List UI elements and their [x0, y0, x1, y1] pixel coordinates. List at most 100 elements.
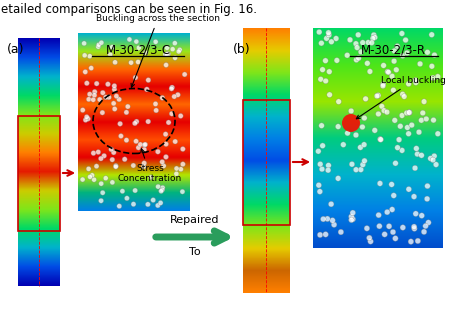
Circle shape: [389, 182, 394, 187]
Circle shape: [173, 139, 178, 144]
Circle shape: [91, 151, 96, 156]
Circle shape: [94, 81, 99, 86]
Circle shape: [323, 232, 328, 237]
Circle shape: [141, 164, 146, 169]
Circle shape: [163, 52, 168, 57]
Circle shape: [377, 181, 383, 186]
Circle shape: [80, 108, 85, 113]
Circle shape: [416, 129, 422, 135]
Circle shape: [411, 194, 417, 199]
Circle shape: [412, 165, 418, 171]
Circle shape: [132, 121, 137, 126]
Circle shape: [430, 75, 436, 81]
Circle shape: [399, 113, 405, 118]
Circle shape: [405, 125, 410, 130]
Circle shape: [421, 99, 427, 104]
Circle shape: [381, 63, 386, 68]
Circle shape: [153, 39, 158, 44]
Circle shape: [367, 69, 373, 74]
Circle shape: [175, 92, 181, 97]
Circle shape: [146, 78, 151, 83]
Circle shape: [163, 132, 168, 137]
Circle shape: [128, 60, 134, 65]
Circle shape: [146, 119, 151, 124]
Circle shape: [101, 153, 107, 158]
Circle shape: [413, 77, 418, 83]
Circle shape: [91, 97, 96, 102]
Circle shape: [363, 96, 368, 102]
Circle shape: [369, 40, 374, 45]
Circle shape: [173, 55, 178, 60]
Circle shape: [122, 157, 127, 162]
Circle shape: [170, 47, 175, 52]
Circle shape: [164, 63, 169, 67]
Circle shape: [360, 40, 365, 45]
Circle shape: [431, 153, 437, 159]
Circle shape: [356, 55, 361, 61]
Circle shape: [424, 196, 430, 202]
Circle shape: [429, 63, 435, 69]
Circle shape: [333, 36, 339, 41]
Circle shape: [421, 229, 427, 234]
Circle shape: [392, 236, 398, 241]
Circle shape: [420, 110, 426, 116]
Circle shape: [431, 117, 436, 123]
Circle shape: [86, 97, 91, 102]
Circle shape: [155, 203, 160, 208]
Circle shape: [403, 37, 409, 43]
Circle shape: [127, 37, 132, 42]
Circle shape: [91, 177, 97, 182]
Circle shape: [181, 162, 185, 167]
Circle shape: [435, 131, 441, 137]
Circle shape: [353, 132, 359, 138]
Circle shape: [401, 94, 407, 99]
Text: To: To: [189, 247, 201, 257]
Circle shape: [392, 48, 397, 54]
Circle shape: [342, 114, 360, 132]
Circle shape: [366, 235, 372, 241]
Circle shape: [96, 44, 101, 49]
Circle shape: [134, 39, 139, 44]
Circle shape: [376, 212, 382, 218]
Circle shape: [386, 69, 391, 75]
Circle shape: [134, 139, 138, 144]
Circle shape: [358, 167, 364, 172]
Circle shape: [133, 75, 138, 80]
Circle shape: [124, 110, 129, 115]
Circle shape: [320, 143, 326, 148]
Circle shape: [413, 80, 419, 85]
Circle shape: [385, 69, 391, 75]
Circle shape: [349, 161, 355, 167]
Circle shape: [105, 82, 110, 87]
Circle shape: [394, 44, 400, 49]
Circle shape: [361, 142, 367, 147]
Circle shape: [85, 116, 91, 121]
Circle shape: [384, 109, 390, 115]
Circle shape: [379, 104, 384, 109]
Circle shape: [320, 67, 325, 72]
Circle shape: [360, 124, 365, 130]
Circle shape: [350, 216, 356, 222]
Circle shape: [88, 174, 92, 179]
Circle shape: [146, 202, 150, 207]
Circle shape: [377, 137, 383, 142]
Circle shape: [381, 108, 387, 114]
Circle shape: [423, 223, 428, 229]
Circle shape: [336, 99, 341, 104]
Circle shape: [176, 49, 181, 54]
Circle shape: [180, 146, 185, 151]
Circle shape: [108, 52, 113, 57]
Circle shape: [173, 41, 177, 46]
Circle shape: [364, 225, 370, 231]
Circle shape: [326, 163, 331, 168]
Circle shape: [350, 210, 356, 216]
Circle shape: [331, 222, 337, 227]
Circle shape: [375, 111, 381, 117]
Circle shape: [348, 217, 354, 223]
Circle shape: [142, 143, 147, 148]
Circle shape: [354, 45, 360, 50]
Circle shape: [415, 238, 420, 244]
Circle shape: [353, 167, 359, 173]
Circle shape: [381, 81, 386, 87]
Circle shape: [161, 163, 166, 168]
